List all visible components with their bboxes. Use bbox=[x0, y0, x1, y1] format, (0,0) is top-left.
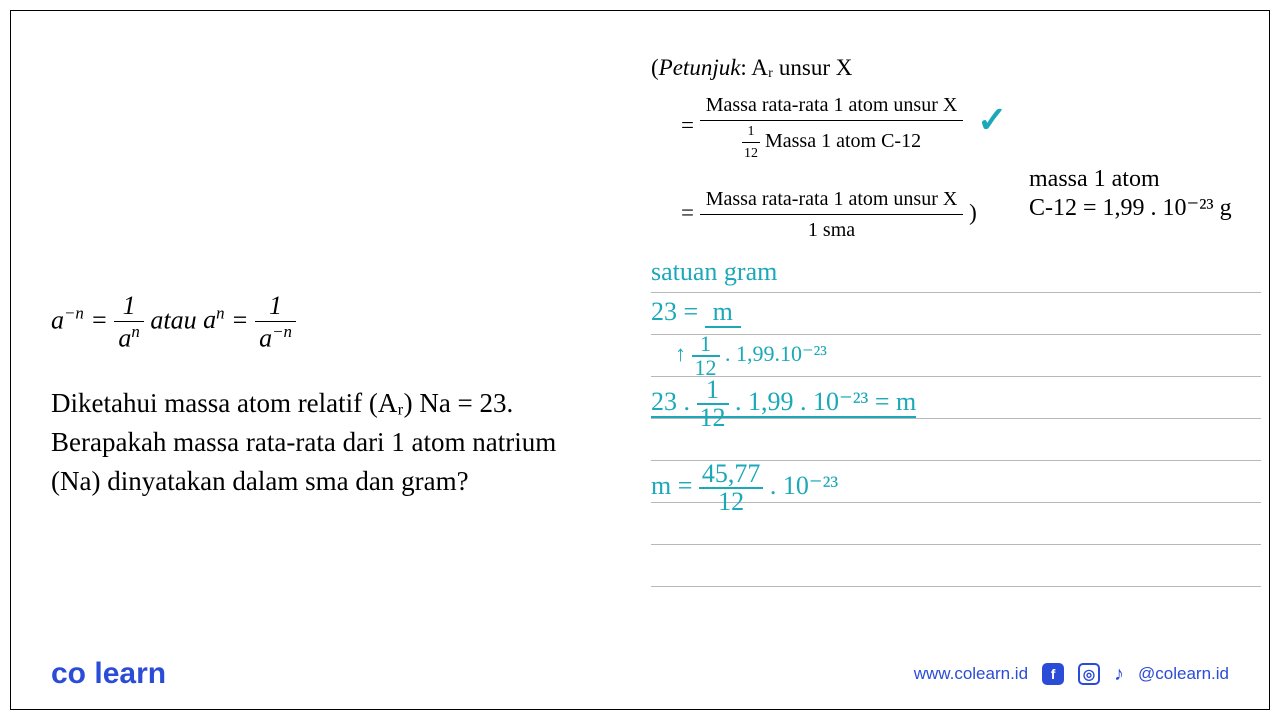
den-a-neg-n: a−n bbox=[255, 322, 296, 354]
facebook-icon: f bbox=[1042, 663, 1064, 685]
instagram-icon: ◎ bbox=[1078, 663, 1100, 685]
exponent-rule: a−n = 1 an atau an = 1 a−n bbox=[51, 291, 591, 354]
exp-neg-n: −n bbox=[64, 304, 84, 323]
num-1b: 1 bbox=[255, 291, 296, 322]
left-panel: a−n = 1 an atau an = 1 a−n Diketahui mas… bbox=[51, 291, 591, 501]
logo-learn: learn bbox=[94, 657, 166, 690]
note-massa-atom: massa 1 atom C-12 = 1,99 . 10⁻²³ g bbox=[1029, 166, 1232, 222]
footer-right: www.colearn.id f ◎ ♪ @colearn.id bbox=[914, 663, 1229, 686]
eq-sign-h2: = bbox=[681, 199, 694, 224]
tiktok-icon: ♪ bbox=[1114, 663, 1124, 686]
hint-frac2-den: 1 sma bbox=[700, 215, 964, 245]
footer: co learn www.colearn.id f ◎ ♪ @colearn.i… bbox=[51, 657, 1229, 691]
page-frame: a−n = 1 an atau an = 1 a−n Diketahui mas… bbox=[10, 10, 1270, 710]
lined-paper: satuan gram 23 = m ↑ 112 . 1,99.10⁻²³ 23… bbox=[651, 251, 1261, 631]
eq-sign-h1: = bbox=[681, 112, 694, 137]
hint-frac2-num: Massa rata-rata 1 atom unsur X bbox=[700, 184, 964, 215]
var-a: a bbox=[51, 305, 64, 334]
hint-line-1: (Petunjuk: Aᵣ unsur X bbox=[651, 51, 1251, 86]
hint-petunjuk: Petunjuk bbox=[659, 55, 741, 80]
var-a2: an bbox=[203, 305, 224, 334]
work-l2: 23 = m bbox=[651, 297, 741, 327]
text-atau: atau bbox=[150, 305, 203, 334]
logo-co: co bbox=[51, 657, 86, 690]
work-l3: ↑ 112 . 1,99.10⁻²³ bbox=[675, 333, 827, 379]
eq-sign-2: = bbox=[231, 305, 255, 334]
hint-frac-2: Massa rata-rata 1 atom unsur X 1 sma bbox=[700, 184, 964, 245]
hint-close-paren: ) bbox=[969, 199, 977, 224]
hint-frac1-den: 1 12 Massa 1 atom C-12 bbox=[700, 121, 964, 164]
note-black-l1: massa 1 atom bbox=[1029, 166, 1232, 193]
work-l1: satuan gram bbox=[651, 257, 777, 287]
logo: co learn bbox=[51, 657, 166, 691]
footer-url: www.colearn.id bbox=[914, 664, 1028, 684]
hint-frac1-num: Massa rata-rata 1 atom unsur X bbox=[700, 90, 964, 121]
eq-sign: = bbox=[90, 305, 114, 334]
hint-frac-1: Massa rata-rata 1 atom unsur X 1 12 Mass… bbox=[700, 90, 964, 164]
frac-1-over-a-neg-n: 1 a−n bbox=[255, 291, 296, 354]
hint-eq-1: = Massa rata-rata 1 atom unsur X 1 12 Ma… bbox=[681, 90, 1251, 164]
footer-handle: @colearn.id bbox=[1138, 664, 1229, 684]
tiny-frac-1-12: 1 12 bbox=[742, 121, 760, 164]
checkmark-icon: ✓ bbox=[977, 100, 1007, 140]
note-black-l2: C-12 = 1,99 . 10⁻²³ g bbox=[1029, 193, 1232, 222]
hint-ar-unsur: Aᵣ unsur X bbox=[747, 55, 853, 80]
num-1: 1 bbox=[114, 291, 143, 322]
frac-1-over-an: 1 an bbox=[114, 291, 143, 354]
den-an: an bbox=[114, 322, 143, 354]
question-text: Diketahui massa atom relatif (Aᵣ) Na = 2… bbox=[51, 384, 591, 501]
